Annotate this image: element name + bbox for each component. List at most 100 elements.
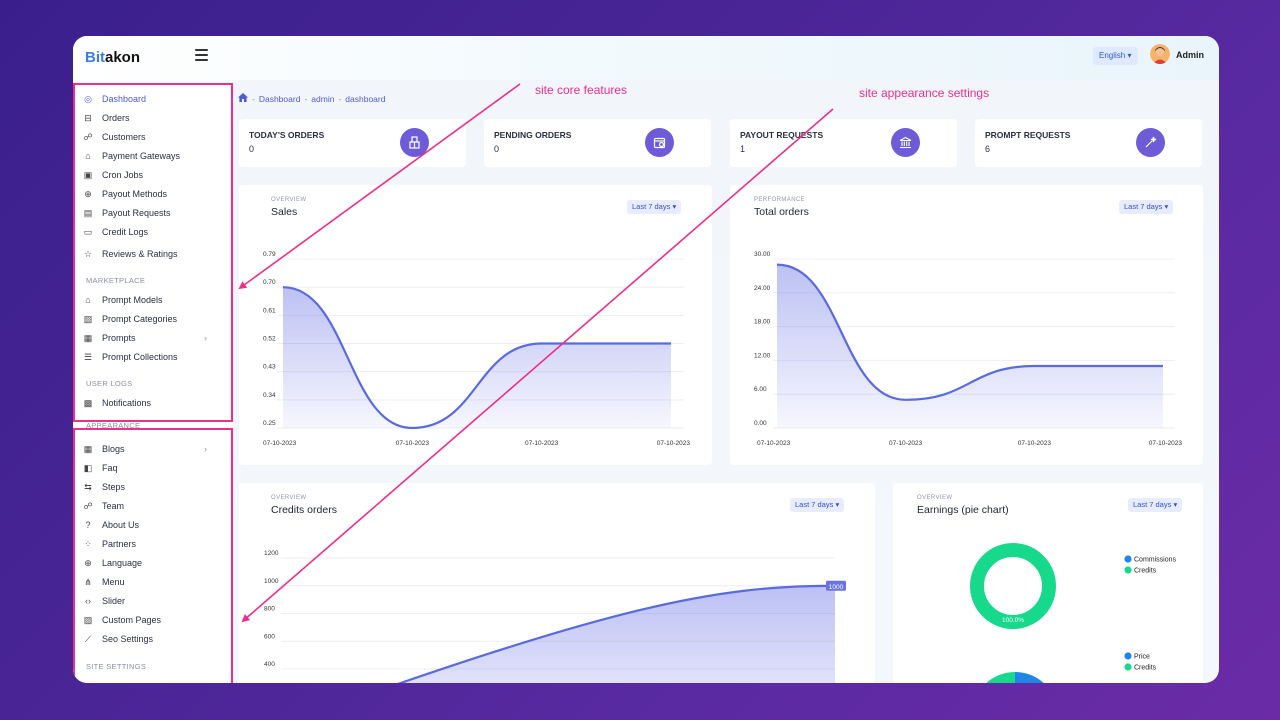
sidebar-item-slider[interactable]: ‹› Slider	[82, 593, 125, 609]
sidebar-item-prompts[interactable]: ▦ Prompts ›	[82, 330, 207, 346]
sidebar-item-credit-logs[interactable]: ▭ Credit Logs	[82, 224, 148, 240]
collections-icon: ☰	[83, 351, 93, 362]
earnings-filter-dropdown[interactable]: Last 7 days ▾	[1128, 498, 1183, 512]
seo-icon: ⟋	[84, 633, 92, 644]
payout-requests-icon: ▤	[83, 207, 93, 218]
pie-slice-price	[1014, 672, 1044, 683]
x-tick-label: 07-10-2023	[657, 440, 691, 447]
language-dropdown[interactable]: English ▾	[1093, 47, 1138, 65]
sidebar-item-cron-jobs[interactable]: ▣ Cron Jobs	[82, 167, 143, 183]
legend-marker	[1124, 566, 1132, 574]
customers-icon: ☍	[83, 131, 93, 142]
menu-icon: ⋔	[84, 576, 92, 587]
sidebar-item-prompt-categories[interactable]: ▧ Prompt Categories	[82, 311, 177, 327]
earnings-panel: OVERVIEW Earnings (pie chart) Last 7 day…	[893, 483, 1203, 683]
bank-icon	[891, 128, 920, 157]
sidebar-item-label: Dashboard	[102, 94, 147, 104]
legend-label: Credits	[1134, 568, 1157, 575]
core-features-highlight	[73, 83, 233, 422]
bank-icon: ⌂	[85, 151, 91, 161]
home-icon[interactable]	[238, 93, 248, 104]
sidebar-item-about-us[interactable]: ? About Us	[82, 517, 139, 533]
sidebar-item-prompt-collections[interactable]: ☰ Prompt Collections	[82, 349, 178, 365]
avatar[interactable]	[1150, 44, 1170, 64]
x-tick-label: 07-10-2023	[889, 440, 923, 447]
sidebar-item-partners[interactable]: ⁘ Partners	[82, 536, 136, 552]
breadcrumb-item: dashboard	[345, 93, 386, 104]
y-tick-label: 600	[264, 633, 275, 640]
sidebar-item-payout-requests[interactable]: ▤ Payout Requests	[82, 205, 171, 221]
y-tick-label: 12.00	[754, 352, 771, 359]
sidebar-item-label: Payout Requests	[102, 208, 171, 218]
sidebar-item-label: Prompt Collections	[102, 352, 178, 362]
magic-wand-icon	[1136, 128, 1165, 157]
prompts-icon: ▦	[83, 332, 93, 343]
sidebar-item-prompt-models[interactable]: ⌂ Prompt Models	[82, 292, 163, 308]
sidebar-item-label: Payout Methods	[102, 189, 168, 199]
legend-label: Commissions	[1134, 557, 1177, 564]
sidebar-item-language[interactable]: ⊕ Language	[82, 555, 142, 571]
breadcrumb-item[interactable]: Dashboard	[258, 93, 301, 104]
credits-orders-chart: 1200 1000 800 600 400 1000	[264, 550, 846, 683]
blogs-icon: ▦	[83, 443, 93, 454]
sidebar-item-team[interactable]: ☍ Team	[82, 498, 124, 514]
user-name[interactable]: Admin	[1176, 50, 1204, 60]
y-tick-label: 400	[264, 661, 275, 668]
series-area	[283, 287, 671, 428]
sidebar-item-steps[interactable]: ⇆ Steps	[82, 479, 125, 495]
x-tick-label: 07-10-2023	[1149, 440, 1183, 447]
sidebar-item-reviews-ratings[interactable]: ☆ Reviews & Ratings	[82, 246, 178, 262]
sidebar-item-faq[interactable]: ◧ Faq	[82, 460, 118, 476]
slider-icon: ‹›	[85, 596, 91, 606]
y-tick-label: 6.00	[754, 386, 767, 393]
sidebar-item-payment-gateways[interactable]: ⌂ Payment Gateways	[82, 148, 180, 164]
legend-marker	[1124, 663, 1132, 671]
sidebar-item-customers[interactable]: ☍ Customers	[82, 129, 145, 145]
sidebar-item-label: Prompts	[102, 333, 136, 343]
x-tick-label: 07-10-2023	[396, 440, 430, 447]
sidebar-item-label: Cron Jobs	[102, 170, 144, 180]
models-icon: ⌂	[85, 295, 91, 305]
sidebar-item-menu[interactable]: ⋔ Menu	[82, 574, 125, 590]
series-line	[282, 286, 671, 430]
partners-icon: ⁘	[84, 538, 92, 549]
sidebar-section-title: SITE SETTINGS	[86, 662, 147, 671]
y-tick-label: 0.00	[754, 420, 767, 427]
sidebar-item-payout-methods[interactable]: ⊕ Payout Methods	[82, 186, 167, 202]
data-label: 1000	[829, 584, 844, 591]
credits-filter-dropdown[interactable]: Last 7 days ▾	[790, 498, 845, 512]
arrow-core-features	[238, 83, 521, 290]
orders-filter-dropdown[interactable]: Last 7 days ▾	[1119, 200, 1174, 214]
sidebar-section-title: USER LOGS	[86, 379, 133, 388]
y-tick-label: 800	[264, 606, 275, 613]
sidebar-item-label: Team	[102, 501, 125, 511]
calendar-icon	[645, 128, 674, 157]
star-icon: ☆	[83, 248, 93, 259]
total-orders-chart: 30.00 24.00 18.00 12.00 6.00 0.00 07-10-2023 07…	[754, 251, 1183, 447]
arrow-appearance-settings	[241, 108, 834, 623]
sidebar-item-seo-settings[interactable]: ⟋ Seo Settings	[82, 631, 153, 647]
breadcrumb-item[interactable]: admin	[311, 93, 335, 104]
sidebar-item-label: Prompt Models	[102, 295, 163, 305]
sidebar-item-notifications[interactable]: ▩ Notifications	[82, 395, 151, 411]
breadcrumb: - Dashboard - admin - dashboard	[238, 93, 385, 104]
y-tick-label: 30.00	[754, 251, 771, 258]
orders-icon: ⊟	[84, 112, 92, 123]
team-icon: ☍	[83, 500, 93, 511]
legend-marker	[1124, 652, 1132, 660]
sidebar-item-blogs[interactable]: ▦ Blogs ›	[82, 441, 207, 457]
sidebar-item-label: Credit Logs	[102, 227, 149, 237]
sidebar-item-custom-pages[interactable]: ▨ Custom Pages	[82, 612, 161, 628]
stat-card-payout-requests: PAYOUT REQUESTS 1	[730, 119, 957, 167]
sidebar-item-dashboard[interactable]: ◎ Dashboard	[82, 91, 146, 107]
sales-filter-dropdown[interactable]: Last 7 days ▾	[627, 200, 682, 214]
sidebar-item-label: Menu	[102, 577, 125, 587]
logo[interactable]: Bitakon	[85, 49, 141, 66]
series-line	[776, 263, 1163, 401]
payout-methods-icon: ⊕	[84, 188, 92, 199]
sidebar-item-orders[interactable]: ⊟ Orders	[82, 110, 129, 126]
chevron-right-icon: ›	[204, 444, 207, 454]
data-label-bg	[826, 580, 846, 591]
hamburger-menu-icon[interactable]	[195, 49, 208, 61]
pie-slice-credits	[970, 543, 1056, 629]
